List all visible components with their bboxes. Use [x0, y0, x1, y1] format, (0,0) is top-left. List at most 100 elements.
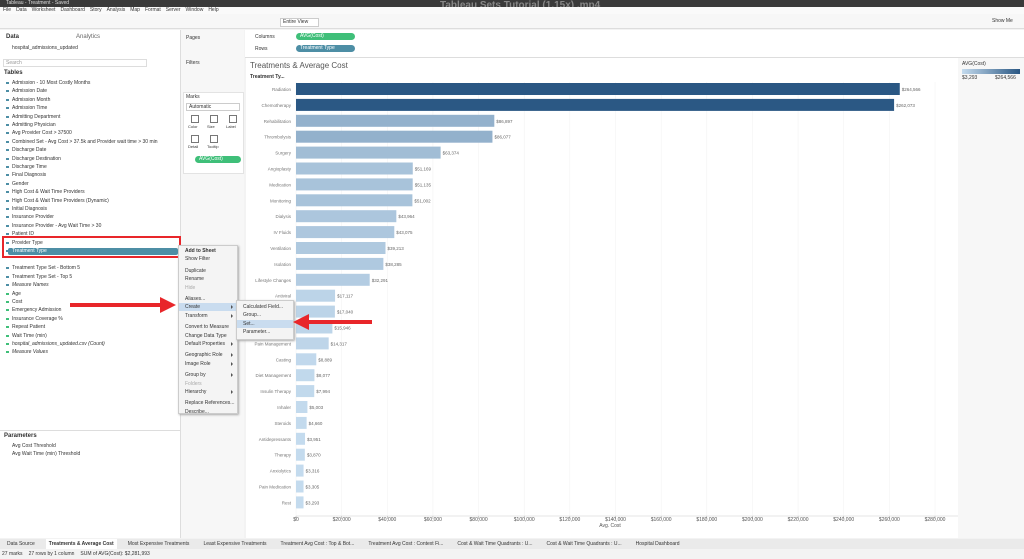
mark-button[interactable]: Color	[188, 124, 198, 129]
field[interactable]: Treatment Type Set - Top 5	[12, 273, 73, 280]
mark-button[interactable]: Label	[226, 124, 236, 129]
columns-pill[interactable]: AVG(Cost)	[296, 33, 355, 40]
sheet-tab[interactable]: Cost & Wait Time Quadrants : U...	[457, 541, 533, 547]
sheet-tab[interactable]: Cost & Wait Time Quadrants : U...	[546, 541, 622, 547]
menu-item[interactable]: Window	[185, 7, 204, 13]
parameter[interactable]: Avg Wait Time (min) Threshold	[12, 451, 81, 457]
datasource[interactable]: hospital_admissions_updated	[12, 45, 78, 51]
field[interactable]: Emergency Admission	[12, 307, 62, 314]
context-menu-item[interactable]: Change Data Type	[185, 332, 227, 339]
mark-button[interactable]: Detail	[188, 144, 199, 149]
menu-item[interactable]: File	[3, 7, 12, 13]
field[interactable]: Gender	[12, 180, 29, 187]
context-menu-item[interactable]: Image Role	[185, 360, 211, 367]
context-menu-item[interactable]: Add to Sheet	[185, 248, 216, 254]
sheet-tab[interactable]: Treatment Avg Cost : Top & Bot...	[280, 541, 355, 547]
context-menu-item[interactable]: Default Properties	[185, 341, 226, 347]
sheet-tab[interactable]: Hospital Dashboard	[635, 541, 680, 547]
field[interactable]: Final Diagnosis	[12, 172, 47, 179]
context-menu-item[interactable]: Convert to Measure	[185, 324, 229, 331]
category-label: Casting	[276, 357, 292, 362]
field[interactable]: Discharge Destination	[12, 155, 61, 162]
field[interactable]: Avg Provider Cost > 37500	[12, 130, 72, 137]
menu-item[interactable]: Dashboard	[60, 7, 85, 13]
field[interactable]: Admission Date	[12, 88, 48, 95]
analytics-tab[interactable]: Analytics	[76, 34, 101, 40]
field[interactable]: Admission Month	[12, 96, 51, 103]
field[interactable]: Treatment Type	[8, 248, 178, 255]
sheet-tab[interactable]: Least Expensive Treatments	[203, 541, 267, 547]
submenu-item[interactable]: Calculated Field...	[243, 304, 284, 310]
menu-item[interactable]: Worksheet	[31, 7, 56, 13]
menu-item[interactable]: Help	[208, 7, 219, 13]
field-icon	[6, 250, 9, 252]
row-header: Treatment Ty...	[250, 74, 285, 80]
context-menu-item[interactable]: Create	[185, 304, 201, 311]
context-menu-item[interactable]: Show Filter	[185, 256, 211, 263]
field[interactable]: Wait Time (min)	[12, 332, 47, 339]
context-menu-item[interactable]: Hierarchy	[185, 389, 207, 395]
field[interactable]: Measure Values	[12, 349, 48, 356]
sheet-tab[interactable]: Most Expensive Treatments	[127, 541, 190, 547]
context-menu-item[interactable]: Hide	[185, 284, 196, 291]
submenu-item[interactable]: Parameter...	[243, 329, 271, 336]
bar	[296, 273, 370, 286]
field[interactable]: Admission Time	[12, 105, 48, 112]
bar	[296, 83, 900, 95]
data-tab[interactable]: Data	[6, 34, 20, 40]
sheet-tab[interactable]: Treatments & Average Cost	[45, 539, 117, 549]
show-me[interactable]: Show Me	[992, 18, 1013, 24]
field[interactable]: Treatment Type Set - Bottom 5	[12, 265, 81, 272]
x-tick-label: $260,000	[879, 517, 900, 523]
context-menu-item[interactable]: Replace References...	[185, 400, 235, 407]
field-icon	[6, 334, 9, 337]
menu-item[interactable]: Map	[130, 7, 140, 13]
mark-button[interactable]: Tooltip	[207, 144, 219, 149]
context-menu-item[interactable]: Group by	[185, 372, 206, 379]
field[interactable]: Discharge Date	[12, 147, 47, 154]
field[interactable]: Discharge Time	[12, 164, 47, 170]
field[interactable]: Insurance Coverage %	[12, 315, 63, 322]
menu-item[interactable]: Data	[16, 7, 27, 13]
field[interactable]: Repeat Patient	[12, 324, 46, 331]
field[interactable]: Measure Names	[12, 282, 49, 289]
field[interactable]: High Cost & Wait Time Providers	[12, 189, 85, 196]
field[interactable]: Cost	[12, 299, 23, 305]
marks-pill[interactable]: AVG(Cost)	[195, 156, 241, 163]
menu-item[interactable]: Server	[165, 7, 181, 13]
menu-item[interactable]: Story	[89, 7, 102, 13]
field[interactable]: Patient ID	[12, 231, 34, 238]
field[interactable]: High Cost & Wait Time Providers (Dynamic…	[12, 197, 109, 204]
context-menu-item[interactable]: Describe...	[185, 408, 209, 415]
rows-pill[interactable]: Treatment Type	[296, 45, 355, 52]
parameter[interactable]: Avg Cost Threshold	[12, 443, 56, 449]
field[interactable]: Age	[12, 290, 21, 297]
submenu-item[interactable]: Group...	[243, 312, 262, 319]
menu-item[interactable]: Format	[144, 7, 161, 13]
field[interactable]: Admitting Physician	[12, 122, 56, 128]
search-box[interactable]: Search	[3, 59, 147, 67]
field[interactable]: Admission - 10 Most Costly Months	[12, 80, 91, 86]
sheet-tab[interactable]: Data Source	[7, 541, 35, 547]
field[interactable]: Combined Set - Avg Cost > 37.5k and Prov…	[12, 138, 158, 145]
context-menu-item[interactable]: Geographic Role	[185, 352, 223, 359]
field[interactable]: Initial Diagnosis	[12, 206, 48, 212]
mark-button[interactable]: Size	[207, 124, 215, 129]
field[interactable]: Provider Type	[12, 239, 43, 246]
field[interactable]: Admitting Department	[12, 113, 61, 120]
sheet-tab[interactable]: Treatment Avg Cost : Context Fi...	[368, 541, 444, 547]
mark-type[interactable]: Automatic	[186, 103, 240, 111]
submenu-item[interactable]: Set...	[243, 320, 255, 327]
field[interactable]: hospital_admissions_updated.csv (Count)	[12, 341, 105, 347]
context-menu-item[interactable]: Folders	[185, 380, 202, 387]
context-menu-item[interactable]: Transform	[185, 312, 208, 319]
bar	[296, 464, 304, 477]
columns-label: Columns	[255, 34, 275, 40]
context-menu-item[interactable]: Aliases...	[185, 296, 206, 302]
field[interactable]: Insurance Provider	[12, 214, 54, 221]
fit-dropdown[interactable]: Entire View	[280, 18, 320, 27]
context-menu-item[interactable]: Rename	[185, 276, 204, 283]
menu-item[interactable]: Analysis	[106, 7, 126, 13]
context-menu-item[interactable]: Duplicate	[185, 267, 206, 274]
field[interactable]: Insurance Provider - Avg Wait Time > 30	[12, 222, 102, 229]
